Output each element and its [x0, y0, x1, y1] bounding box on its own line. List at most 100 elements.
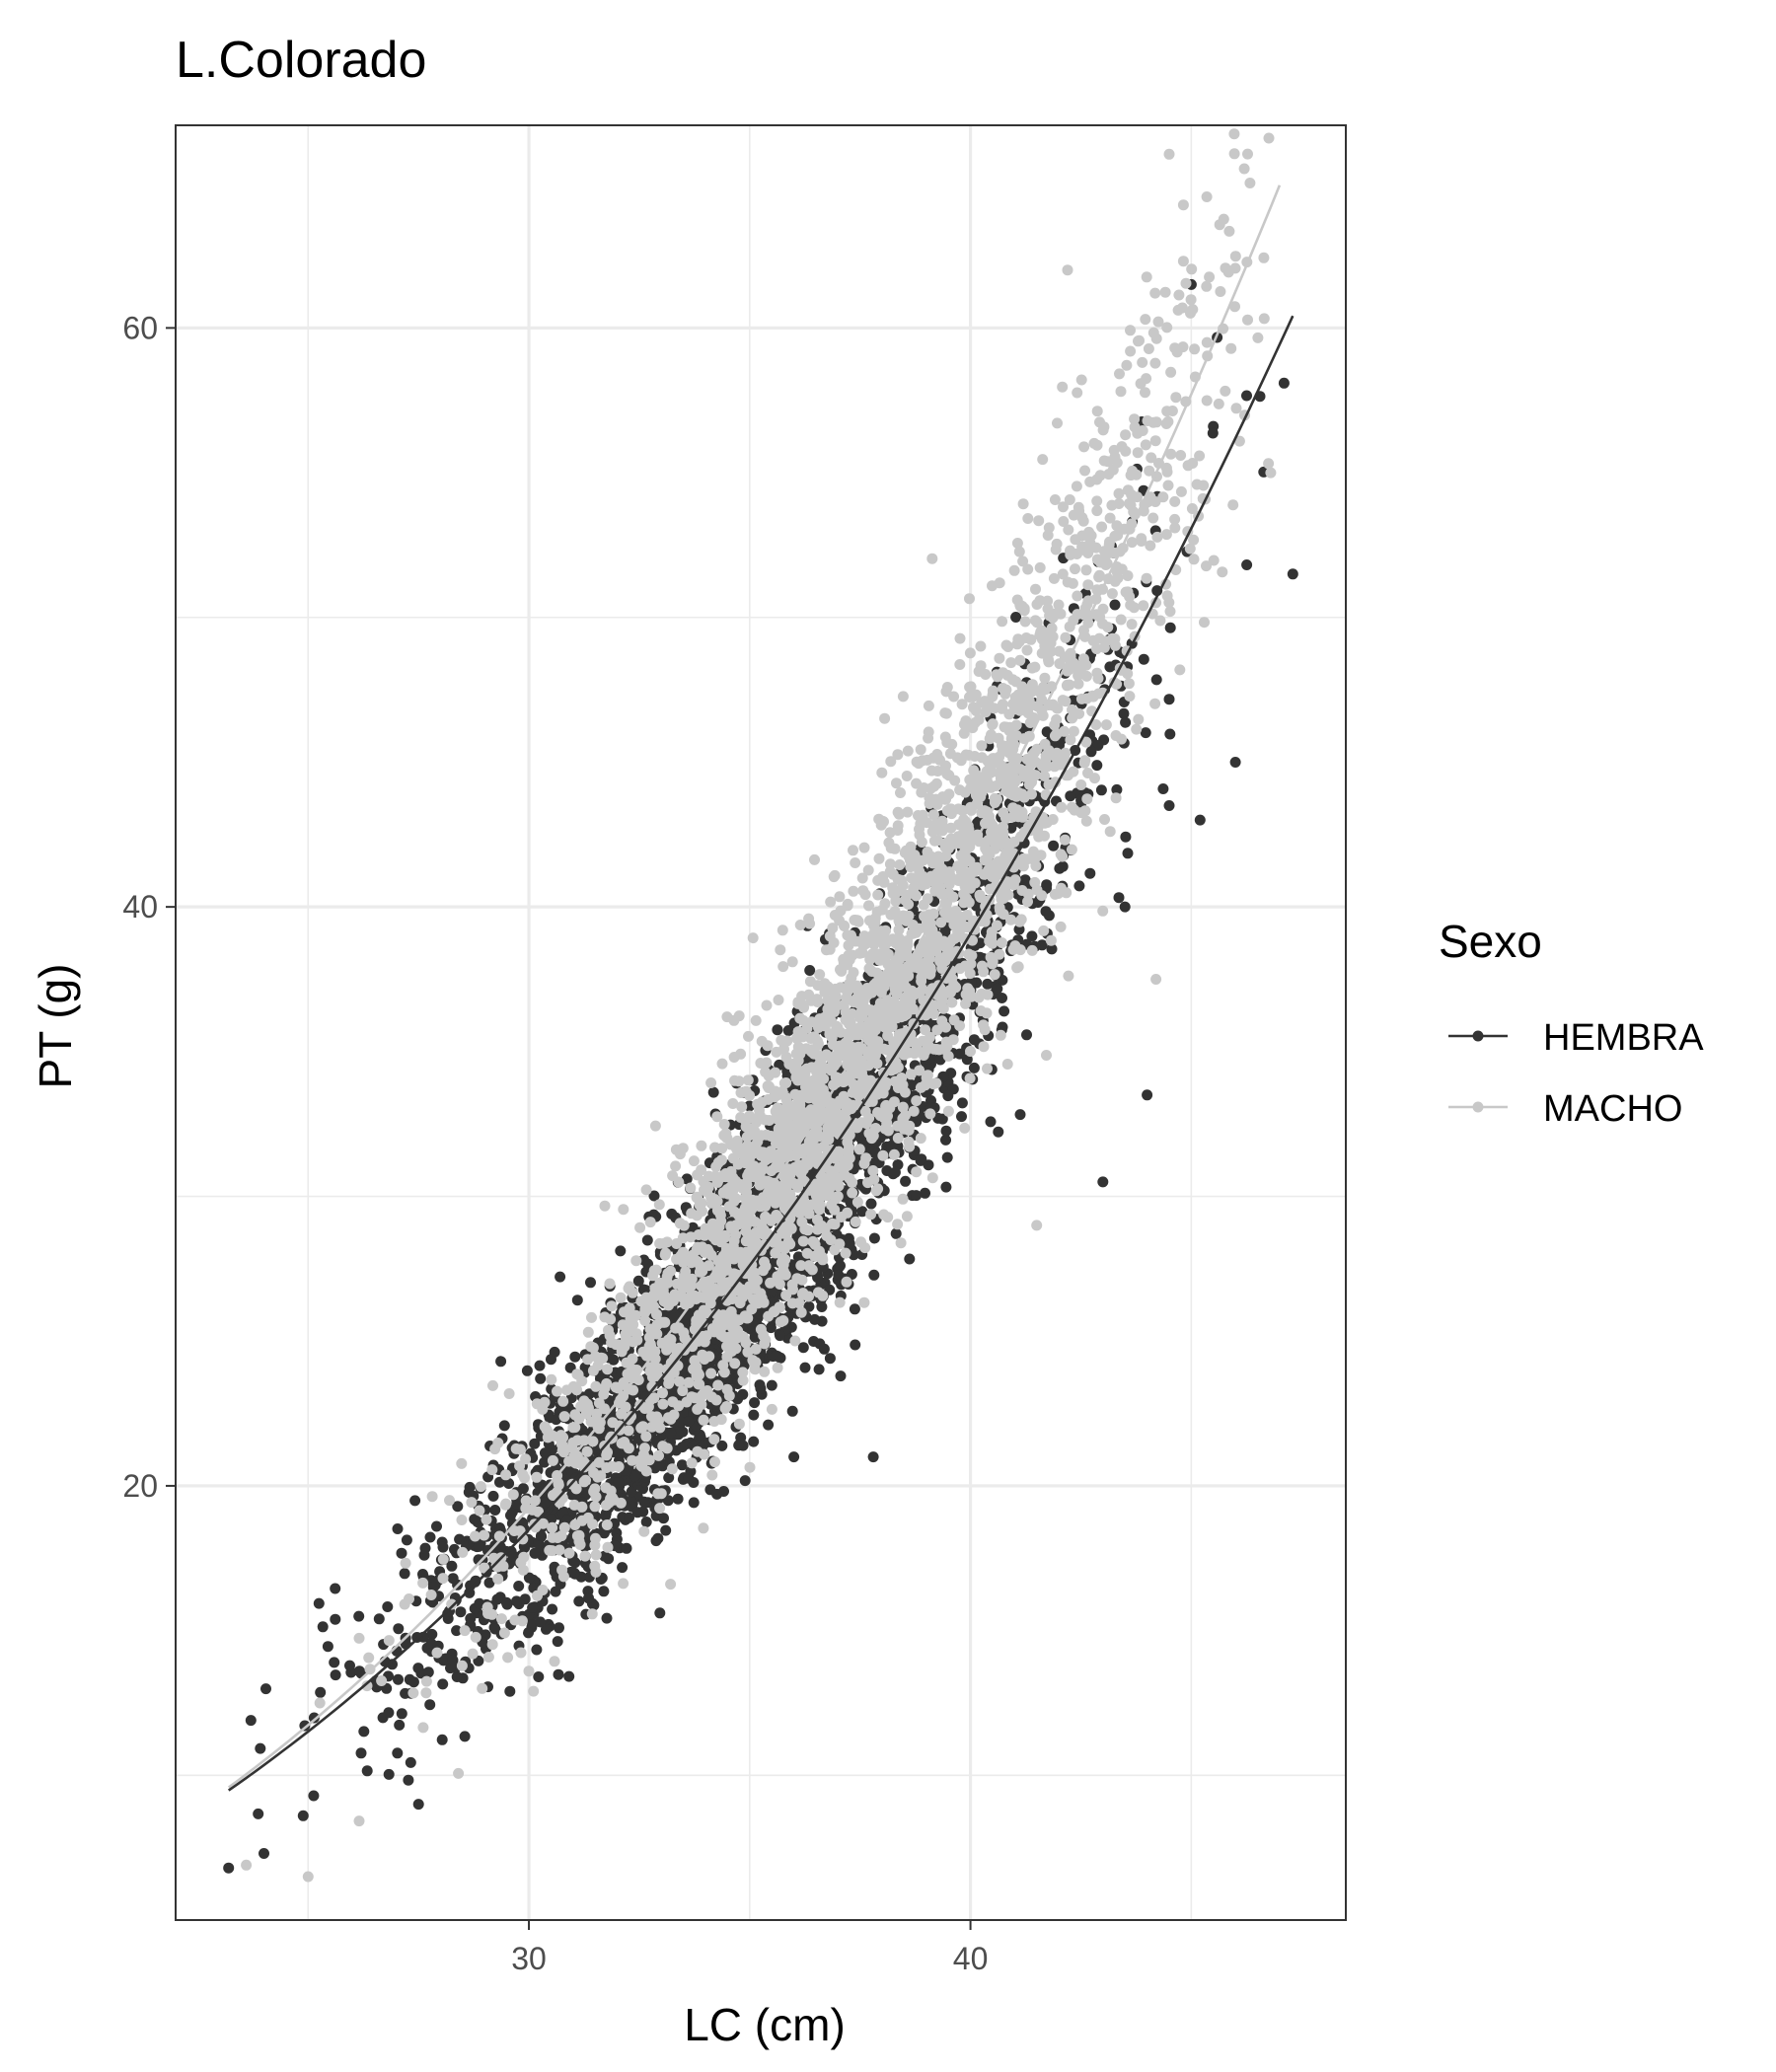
macho-point [809, 853, 820, 865]
hembra-point [459, 1731, 471, 1742]
macho-point [834, 1238, 846, 1250]
macho-point [563, 1547, 575, 1559]
macho-point [314, 1697, 326, 1709]
macho-point [1106, 499, 1118, 511]
hembra-point [487, 1490, 499, 1502]
hembra-point [911, 1190, 923, 1202]
macho-point [715, 1414, 727, 1426]
hembra-point [1157, 783, 1169, 794]
macho-point [926, 1172, 938, 1184]
macho-point [589, 1501, 601, 1513]
hembra-point [401, 1534, 412, 1546]
hembra-point [904, 1253, 916, 1265]
macho-point [917, 984, 928, 996]
macho-point [744, 1461, 756, 1473]
macho-point [1080, 815, 1092, 827]
macho-point [777, 1265, 789, 1277]
macho-point [1039, 672, 1051, 684]
macho-point [453, 1767, 465, 1779]
macho-point [877, 1149, 889, 1161]
hembra-point [393, 1623, 405, 1635]
macho-point [1030, 860, 1042, 872]
hembra-point [1120, 831, 1132, 843]
hembra-point [748, 1409, 760, 1421]
hembra-point [553, 1668, 564, 1680]
macho-point [500, 1469, 512, 1481]
hembra-point [923, 1159, 934, 1171]
hembra-point [868, 1232, 880, 1244]
macho-point [942, 1105, 954, 1117]
hembra-point [383, 1707, 395, 1719]
macho-point [1008, 564, 1020, 576]
macho-point [1225, 342, 1237, 354]
macho-point [850, 1216, 861, 1227]
hembra-point [1119, 901, 1131, 913]
hembra-point [489, 1505, 501, 1516]
hembra-point [849, 1303, 860, 1315]
hembra-point [688, 1497, 700, 1509]
macho-point [1022, 513, 1034, 524]
hembra-point [504, 1685, 516, 1697]
macho-point [847, 1177, 858, 1188]
hembra-point [1041, 879, 1053, 891]
macho-point [456, 1660, 468, 1671]
macho-point [589, 1483, 601, 1495]
macho-point [774, 1279, 785, 1290]
macho-point [705, 1077, 717, 1088]
macho-point [635, 1422, 647, 1434]
macho-point [925, 1108, 936, 1120]
hembra-point [330, 1669, 341, 1681]
hembra-point [569, 1557, 581, 1569]
hembra-point [536, 1530, 547, 1542]
hembra-point [383, 1768, 395, 1780]
hembra-point [772, 1024, 783, 1036]
hembra-point [940, 1181, 952, 1193]
hembra-point [956, 1097, 968, 1109]
hembra-point [424, 1699, 436, 1711]
macho-point [1252, 332, 1264, 343]
macho-point [1182, 460, 1194, 472]
macho-point [1097, 424, 1109, 436]
macho-point [1022, 563, 1034, 575]
macho-point [888, 1148, 900, 1160]
macho-point [1151, 531, 1163, 543]
macho-point [1003, 840, 1015, 851]
macho-point [733, 1418, 745, 1430]
macho-point [1011, 962, 1023, 974]
macho-point [1072, 387, 1083, 399]
macho-point [499, 1499, 511, 1511]
hembra-point [624, 1512, 634, 1523]
macho-point [728, 1052, 740, 1063]
hembra-point [426, 1628, 438, 1640]
macho-point [1106, 588, 1118, 600]
hembra-point [868, 1269, 880, 1281]
macho-point [903, 899, 915, 910]
macho-point [1154, 615, 1166, 627]
hembra-point [721, 1374, 733, 1386]
macho-point [933, 1044, 945, 1056]
hembra-point [447, 1573, 459, 1585]
hembra-point [804, 965, 816, 976]
macho-point [1242, 314, 1253, 326]
hembra-point [663, 1472, 675, 1484]
macho-point [958, 727, 970, 739]
hembra-point [313, 1597, 325, 1609]
hembra-point [641, 1234, 653, 1246]
macho-point [1144, 465, 1155, 477]
macho-point [1080, 736, 1092, 748]
hembra-point [469, 1514, 481, 1525]
macho-point [481, 1514, 492, 1525]
macho-point [482, 1652, 494, 1663]
hembra-point [890, 1227, 902, 1239]
macho-point [1091, 643, 1102, 655]
hembra-point [632, 1275, 644, 1287]
macho-point [834, 1296, 846, 1308]
hembra-point [554, 1622, 564, 1634]
macho-point [923, 732, 934, 744]
macho-point [528, 1685, 540, 1697]
hembra-point [330, 1613, 341, 1625]
hembra-point [786, 1405, 798, 1417]
macho-point [1131, 723, 1143, 735]
macho-point [459, 1625, 471, 1637]
macho-point [829, 1204, 841, 1216]
